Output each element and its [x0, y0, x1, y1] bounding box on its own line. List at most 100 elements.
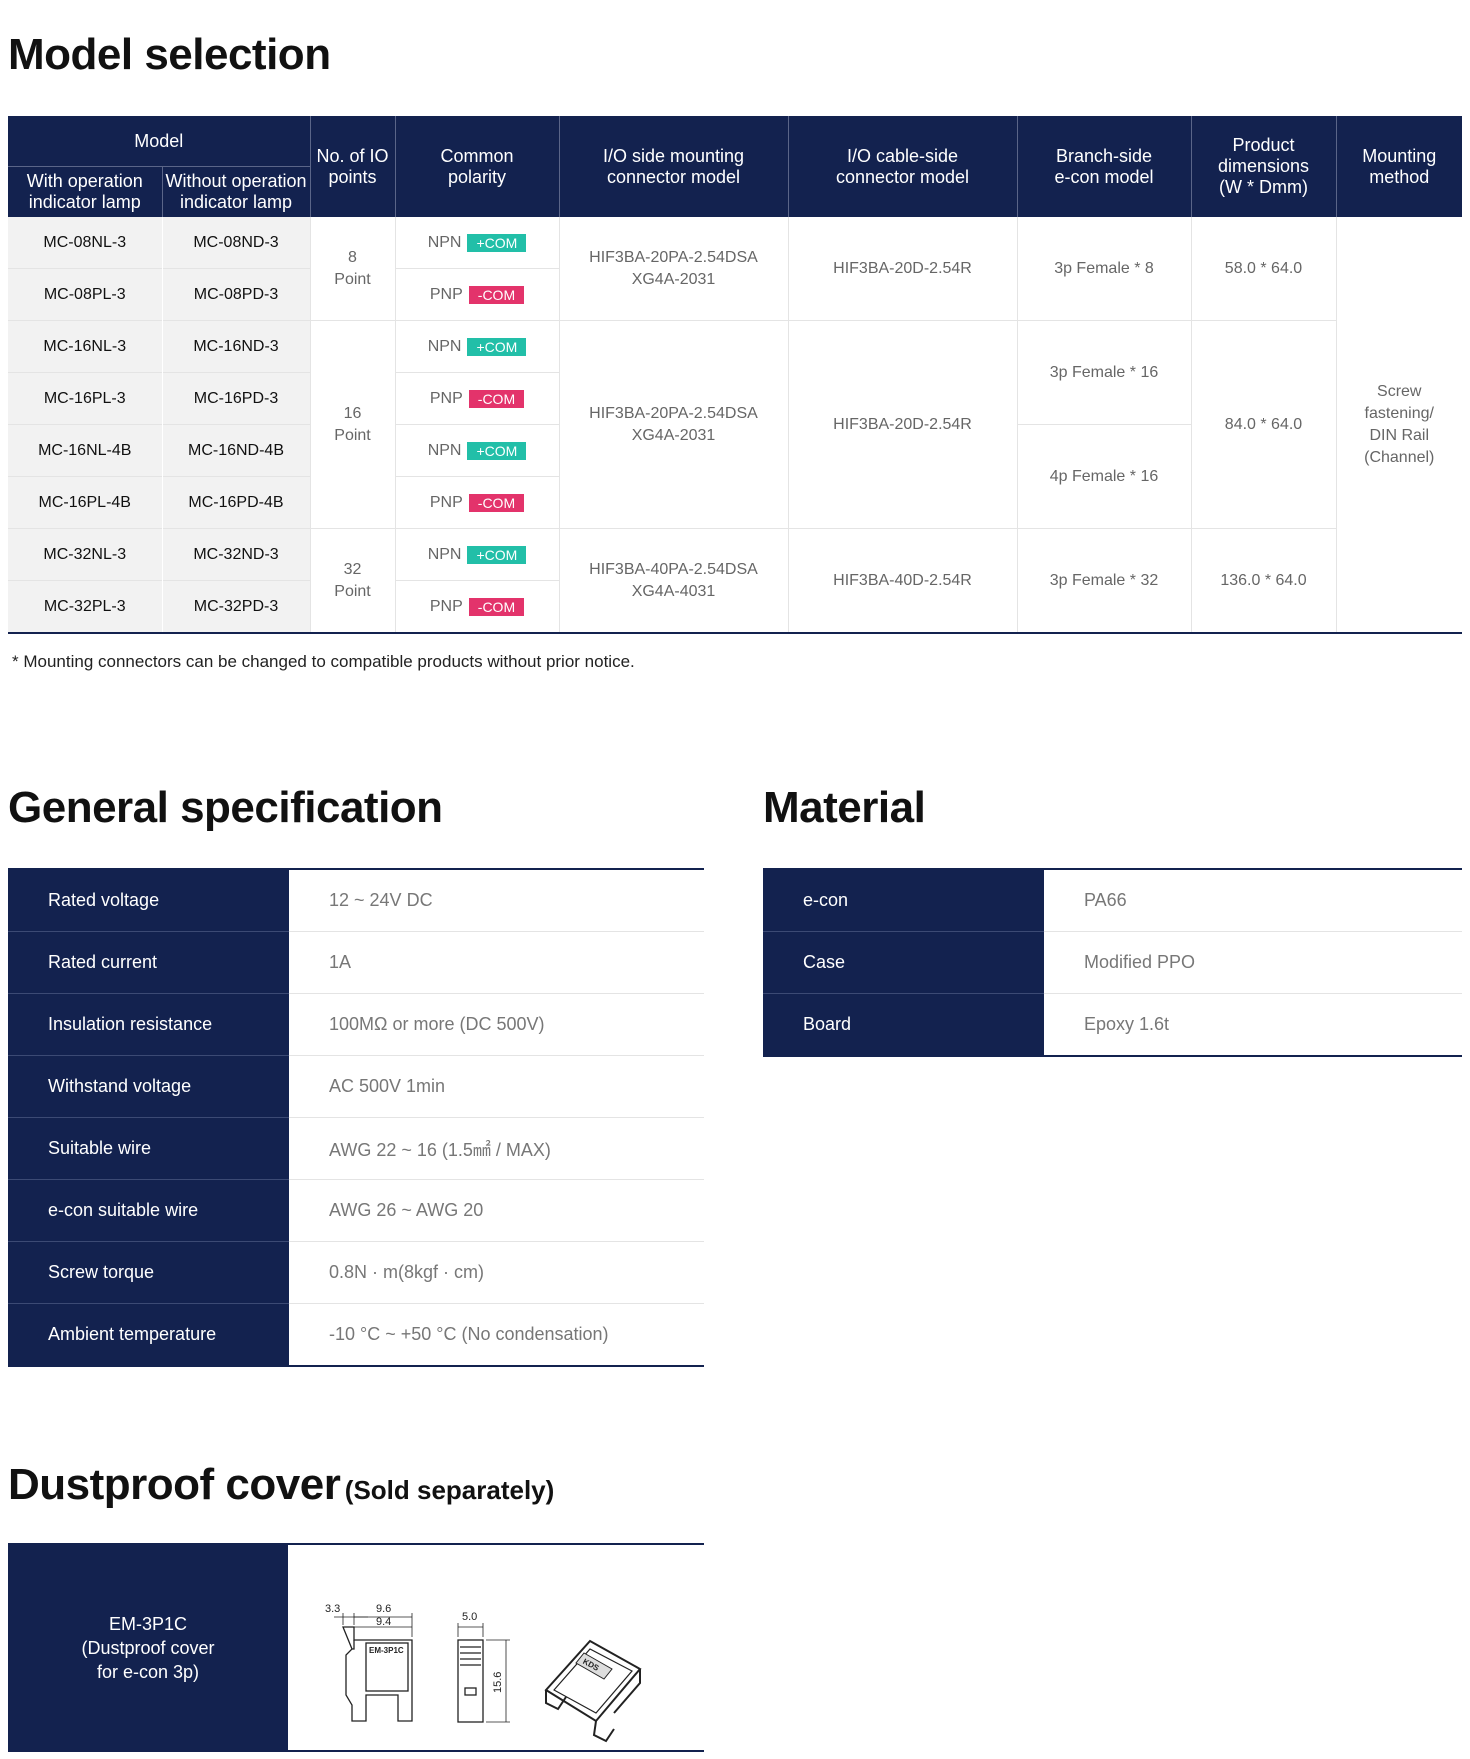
material-value: Epoxy 1.6t: [1084, 1014, 1170, 1034]
com-badge: +COM: [467, 233, 527, 252]
model-with-lamp: MC-16PL-3: [8, 372, 162, 425]
com-badge: +COM: [467, 545, 527, 564]
com-badge: -COM: [468, 597, 525, 616]
com-badge: +COM: [467, 441, 527, 460]
dustproof-desc-line1: (Dustproof cover: [81, 1637, 215, 1658]
spec-value: AC 500V 1min: [289, 1055, 704, 1118]
io-cable-connector: HIF3BA-20D-2.54R: [787, 217, 1017, 321]
spec-key: Suitable wire: [8, 1117, 289, 1180]
spec-key: Insulation resistance: [8, 993, 289, 1056]
model-without-lamp: MC-16PD-4B: [161, 476, 310, 529]
dustproof-model: EM-3P1C: [108, 1613, 188, 1634]
io-points: 8 Point: [309, 217, 395, 321]
header-without-lamp: Without operation indicator lamp: [161, 166, 310, 217]
model-with-lamp: MC-08NL-3: [8, 217, 162, 269]
header-model: Model: [8, 116, 310, 167]
model-without-lamp: MC-16ND-4B: [161, 424, 310, 477]
table-row: MC-32NL-3 MC-32ND-3 32 Point NPN +COM HIF3…: [8, 528, 1462, 633]
header-polarity: Common polarity: [394, 116, 559, 217]
material-row: e-con PA66: [763, 869, 1462, 932]
table-row: MC-16NL-4B MC-16ND-4B NPN +COM 4p Female …: [8, 424, 1462, 529]
spec-row: Rated voltage 12 ~ 24V DC: [8, 869, 704, 932]
polarity: PNP -COM: [394, 372, 559, 425]
spec-row: Suitable wire AWG 22 ~ 16 (1.5㎟ / MAX): [8, 1117, 704, 1180]
polarity: PNP -COM: [394, 476, 559, 529]
model-without-lamp: MC-32PD-3: [161, 580, 310, 633]
spec-key: Rated current: [8, 931, 289, 994]
polarity: NPN +COM: [394, 320, 559, 373]
header-io-side: I/O side mounting connector model: [558, 116, 788, 217]
header-with-lamp: With operation indicator lamp: [8, 166, 162, 217]
com-badge: -COM: [468, 493, 525, 512]
polarity: NPN +COM: [394, 528, 559, 581]
dustproof-drawing: 3.3 9.6 9.4 EM-3P1C: [325, 1603, 642, 1743]
model-without-lamp: MC-08ND-3: [161, 217, 310, 269]
spec-value: 12 ~ 24V DC: [289, 869, 704, 932]
front-view-drawing: [334, 1613, 413, 1722]
com-badge: +COM: [467, 337, 527, 356]
header-branch: Branch-side e-con model: [1016, 116, 1191, 217]
header-mounting: Mounting method: [1335, 116, 1462, 217]
model-selection-title: Model selection: [8, 30, 331, 79]
branch-econ: 3p Female * 16: [1016, 320, 1191, 425]
table-row: MC-32PL-3 MC-32PD-3 PNP -COM: [8, 580, 1462, 633]
product-dimensions: 84.0 * 64.0: [1190, 320, 1336, 529]
spec-row: Rated current 1A: [8, 931, 704, 994]
dim-d: 5.0: [462, 1611, 477, 1623]
model-with-lamp: MC-32NL-3: [8, 528, 162, 581]
dustproof-drawing-cell: 3.3 9.6 9.4 EM-3P1C: [288, 1545, 704, 1750]
material-key: Case: [763, 931, 1044, 994]
polarity: NPN +COM: [394, 424, 559, 477]
part-label: EM-3P1C: [369, 1646, 404, 1655]
io-side-connector: HIF3BA-20PA-2.54DSA XG4A-2031: [558, 320, 788, 529]
spec-row: Withstand voltage AC 500V 1min: [8, 1055, 704, 1118]
dustproof-heading: Dustproof cover (Sold separately): [8, 1460, 554, 1510]
mounting-method: Screw fastening/DIN Rail (Channel): [1335, 217, 1462, 633]
dim-a: 3.3: [325, 1603, 340, 1615]
spec-key: e-con suitable wire: [8, 1179, 289, 1242]
model-with-lamp: MC-08PL-3: [8, 268, 162, 321]
model-with-lamp: MC-16NL-4B: [8, 424, 162, 477]
material-row: Board Epoxy 1.6t: [763, 993, 1462, 1056]
branch-econ: 3p Female * 8: [1016, 217, 1191, 321]
table-row: MC-08NL-3 MC-08ND-3 8 Point NPN +COM HIF3B…: [8, 217, 1462, 633]
header-io-points: No. of IO points: [309, 116, 395, 217]
model-without-lamp: MC-16ND-3: [161, 320, 310, 373]
mounting-note: * Mounting connectors can be changed to …: [12, 652, 635, 671]
spec-value: AWG 26 ~ AWG 20: [289, 1179, 704, 1242]
isometric-view-drawing: [544, 1639, 642, 1743]
com-badge: -COM: [468, 389, 525, 408]
material-value: Modified PPO: [1044, 931, 1462, 994]
table-row: MC-16PL-3 MC-16PD-3 PNP -COM: [8, 372, 1462, 425]
table-row: MC-08PL-3 MC-08PD-3 PNP -COM: [8, 268, 1462, 321]
side-view-drawing: [457, 1623, 510, 1723]
general-spec-title: General specification: [8, 783, 443, 832]
dim-e: 15.6: [492, 1672, 504, 1693]
io-points: 32 Point: [309, 528, 395, 633]
dim-c: 9.4: [376, 1616, 391, 1628]
spec-value: AWG 22 ~ 16 (1.5㎟ / MAX): [289, 1117, 704, 1180]
product-dimensions: 58.0 * 64.0: [1190, 217, 1336, 321]
polarity: PNP -COM: [394, 580, 559, 633]
io-cable-connector: HIF3BA-20D-2.54R: [787, 320, 1017, 529]
spec-key: Ambient temperature: [8, 1303, 289, 1366]
polarity: PNP -COM: [394, 268, 559, 321]
material-table: e-con PA66 Case Modified PPO Board Epoxy 1.…: [763, 868, 1462, 1057]
material-row: Case Modified PPO: [763, 931, 1462, 994]
spec-key: Rated voltage: [8, 869, 289, 932]
general-spec-table: Rated voltage 12 ~ 24V DC Rated current 1A…: [8, 868, 704, 1367]
dustproof-title: Dustproof cover: [8, 1460, 341, 1509]
model-with-lamp: MC-16PL-4B: [8, 476, 162, 529]
spec-row: e-con suitable wire AWG 26 ~ AWG 20: [8, 1179, 704, 1242]
dustproof-model-cell: EM-3P1C (Dustproof cover for e-con 3p): [8, 1545, 288, 1750]
spec-row: Screw torque 0.8N · m(8kgf · cm): [8, 1241, 704, 1304]
material-title: Material: [763, 783, 926, 832]
spec-row: Ambient temperature -10 °C ~ +50 °C (No c…: [8, 1303, 704, 1366]
header-io-cable: I/O cable-side connector model: [787, 116, 1017, 217]
material-key: Board: [763, 993, 1044, 1056]
table-row: MC-16PL-4B MC-16PD-4B PNP -COM: [8, 476, 1462, 529]
spec-value: 100MΩ or more (DC 500V): [289, 993, 704, 1056]
header-dimensions: Product dimensions (W * Dmm): [1190, 116, 1336, 217]
spec-value: 1A: [289, 931, 704, 994]
io-side-connector: HIF3BA-20PA-2.54DSA XG4A-2031: [558, 217, 788, 321]
